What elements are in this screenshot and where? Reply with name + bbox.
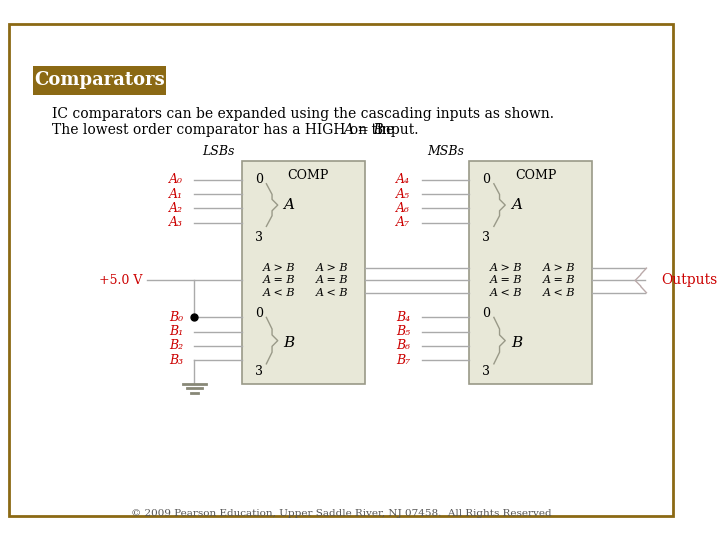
Text: B: B — [284, 335, 294, 349]
Text: A < B: A < B — [263, 288, 295, 298]
Text: COMP: COMP — [515, 168, 557, 181]
Text: A < B: A < B — [543, 288, 576, 298]
Text: B₇: B₇ — [396, 354, 410, 367]
Bar — [33, 66, 166, 94]
Text: A = B: A = B — [490, 275, 523, 286]
Text: A = B: A = B — [263, 275, 295, 286]
Text: COMP: COMP — [287, 168, 329, 181]
Text: B₁: B₁ — [168, 325, 183, 338]
Text: 0: 0 — [482, 307, 490, 320]
Text: A₃: A₃ — [169, 216, 183, 229]
Text: A₆: A₆ — [397, 202, 410, 215]
Text: B₃: B₃ — [168, 354, 183, 367]
Text: A₂: A₂ — [169, 202, 183, 215]
Text: +5.0 V: +5.0 V — [99, 274, 142, 287]
Text: A > B: A > B — [543, 263, 576, 273]
Text: B₀: B₀ — [168, 311, 183, 324]
Text: input.: input. — [374, 123, 419, 137]
Text: Outputs: Outputs — [662, 273, 718, 287]
Text: B₆: B₆ — [396, 339, 410, 352]
Text: 3: 3 — [255, 231, 263, 244]
Text: A₄: A₄ — [397, 173, 410, 186]
Text: B₂: B₂ — [168, 339, 183, 352]
Text: B₅: B₅ — [396, 325, 410, 338]
Bar — [242, 161, 365, 384]
Text: A₀: A₀ — [169, 173, 183, 186]
Text: MSBs: MSBs — [427, 145, 464, 158]
Text: A < B: A < B — [490, 288, 523, 298]
Text: A > B: A > B — [315, 263, 348, 273]
Text: A₇: A₇ — [397, 216, 410, 229]
Text: A: A — [511, 198, 522, 212]
Text: 3: 3 — [482, 365, 490, 378]
Text: A₅: A₅ — [397, 188, 410, 201]
Text: © 2009 Pearson Education, Upper Saddle River, NJ 07458.  All Rights Reserved: © 2009 Pearson Education, Upper Saddle R… — [131, 509, 552, 518]
Text: B₄: B₄ — [396, 311, 410, 324]
Text: 3: 3 — [255, 365, 263, 378]
Text: A = B: A = B — [543, 275, 576, 286]
Text: A = B: A = B — [315, 275, 348, 286]
Bar — [469, 161, 593, 384]
Text: 0: 0 — [255, 173, 263, 186]
Text: A > B: A > B — [263, 263, 295, 273]
Text: A > B: A > B — [490, 263, 523, 273]
Text: A: A — [284, 198, 294, 212]
Text: Comparators: Comparators — [34, 71, 165, 90]
Text: A = B: A = B — [343, 123, 384, 137]
Text: A < B: A < B — [315, 288, 348, 298]
Text: A₁: A₁ — [169, 188, 183, 201]
Text: 0: 0 — [255, 307, 263, 320]
Text: B: B — [511, 335, 522, 349]
Text: LSBs: LSBs — [202, 145, 234, 158]
Text: IC comparators can be expanded using the cascading inputs as shown.: IC comparators can be expanded using the… — [52, 106, 554, 120]
Text: 0: 0 — [482, 173, 490, 186]
Text: 3: 3 — [482, 231, 490, 244]
Text: The lowest order comparator has a HIGH on the: The lowest order comparator has a HIGH o… — [52, 123, 399, 137]
